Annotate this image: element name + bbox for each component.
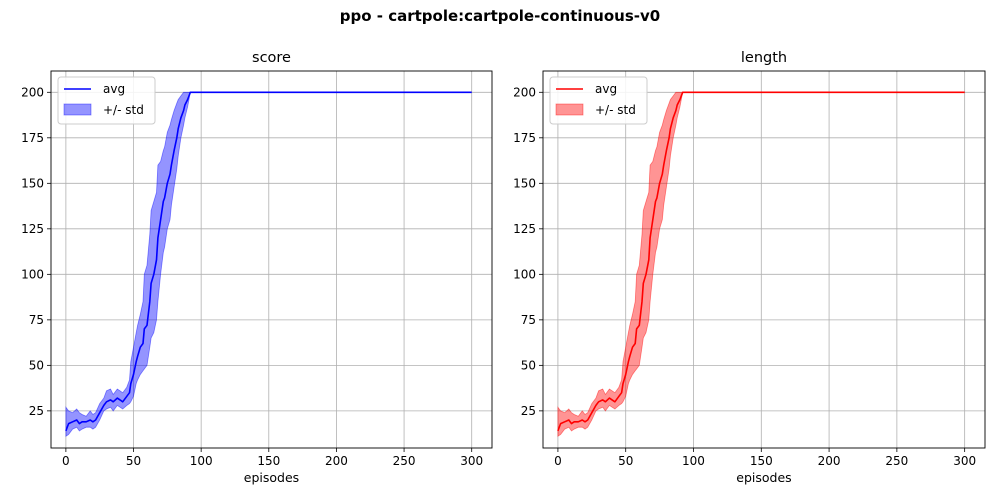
length-y-tick-label: 200: [513, 85, 536, 99]
length-legend-std-swatch: [555, 103, 584, 116]
length-x-tick-label: 50: [618, 454, 633, 468]
score-y-tick-label: 125: [21, 222, 44, 236]
length-panel: length episodes 0 50 100 150 200 250 300 25 50 75…: [513, 50, 986, 485]
score-avg-line: [65, 91, 472, 432]
score-y-tick-label: 25: [29, 404, 44, 418]
length-x-tick-label: 200: [818, 454, 841, 468]
length-x-tick-label: 250: [885, 454, 908, 468]
length-y-tick-label: 175: [513, 131, 536, 145]
score-axes-frame: [50, 70, 493, 449]
figure-title: ppo - cartpole:cartpole-continuous-v0: [339, 7, 661, 25]
score-x-tick-label: 200: [325, 454, 348, 468]
length-avg-line: [557, 91, 965, 432]
score-panel: score episodes 0 50 100 150 200 250 300 25 50 75 1…: [21, 50, 493, 485]
score-x-tick-label: 250: [393, 454, 416, 468]
length-grid: [543, 71, 985, 448]
score-y-tick-label: 175: [21, 131, 44, 145]
score-x-axis-label: episodes: [244, 470, 299, 485]
length-y-tick-label: 50: [521, 358, 536, 372]
score-legend-std-label: +/- std: [103, 103, 144, 117]
score-legend: avg +/- std: [57, 76, 156, 125]
score-x-tick-label: 300: [460, 454, 483, 468]
length-axes-frame: [542, 70, 986, 449]
length-x-tick-label: 300: [953, 454, 976, 468]
length-y-tick-label: 75: [521, 313, 536, 327]
score-x-tick-label: 50: [126, 454, 141, 468]
score-x-tick-label: 100: [190, 454, 213, 468]
score-panel-title: score: [252, 50, 291, 66]
score-y-tick-label: 200: [21, 85, 44, 99]
length-legend-std-label: +/- std: [595, 103, 636, 117]
score-legend-std-swatch: [63, 103, 92, 116]
length-x-axis-label: episodes: [736, 470, 791, 485]
length-y-tick-label: 100: [513, 267, 536, 281]
length-x-tick-label: 150: [750, 454, 773, 468]
score-y-tick-label: 150: [21, 176, 44, 190]
score-legend-avg-label: avg: [103, 82, 125, 96]
score-y-tick-label: 75: [29, 313, 44, 327]
length-x-tick-label: 100: [682, 454, 705, 468]
score-y-tick-label: 100: [21, 267, 44, 281]
length-legend: avg +/- std: [549, 76, 648, 125]
length-legend-avg-label: avg: [595, 82, 617, 96]
length-y-tick-label: 25: [521, 404, 536, 418]
score-y-tick-label: 50: [29, 358, 44, 372]
length-panel-title: length: [741, 50, 787, 66]
score-x-tick-label: 0: [62, 454, 70, 468]
length-y-tick-label: 125: [513, 222, 536, 236]
length-y-tick-label: 150: [513, 176, 536, 190]
score-x-tick-label: 150: [257, 454, 280, 468]
length-x-tick-label: 0: [554, 454, 562, 468]
